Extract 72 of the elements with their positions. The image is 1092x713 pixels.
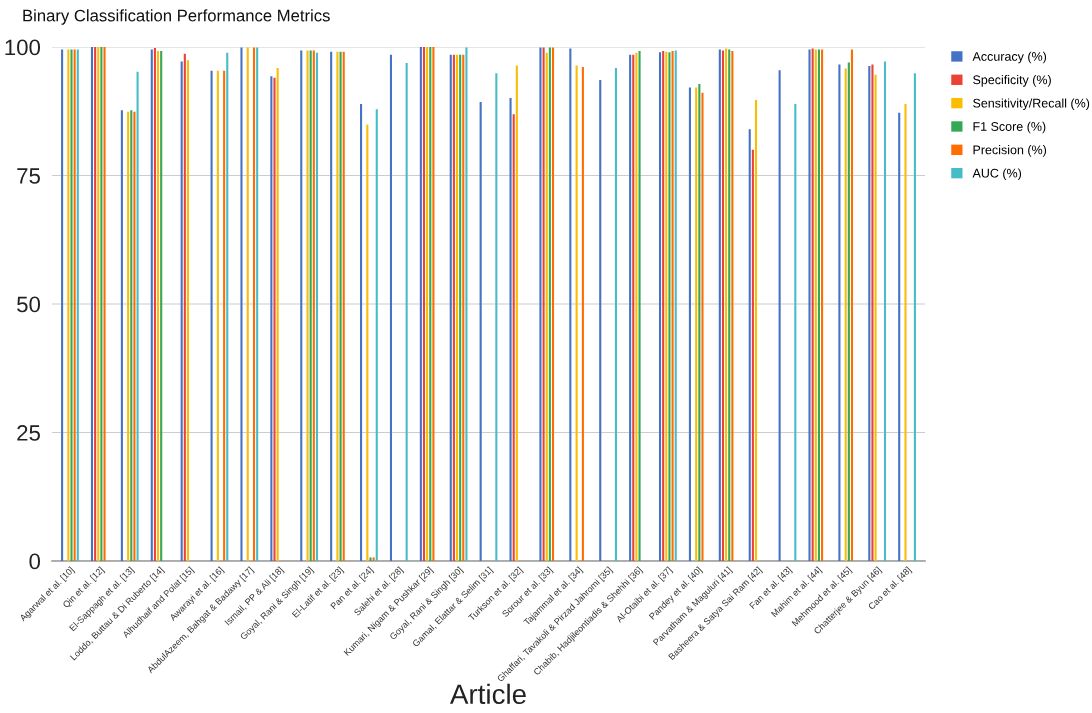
bar xyxy=(844,68,847,561)
bar xyxy=(701,92,704,561)
bar xyxy=(300,50,303,561)
bar xyxy=(751,149,754,561)
bar xyxy=(223,70,226,561)
bar xyxy=(180,61,183,561)
legend-label: Sensitivity/Recall (%) xyxy=(973,98,1090,111)
bar xyxy=(874,74,877,561)
bar xyxy=(599,79,602,561)
bar xyxy=(688,87,691,561)
bar xyxy=(422,47,426,561)
x-axis-title: Article xyxy=(449,683,526,705)
bar xyxy=(330,51,333,561)
bar xyxy=(120,110,123,561)
bar xyxy=(360,104,363,561)
bar xyxy=(913,73,916,561)
bar xyxy=(226,52,229,561)
bar xyxy=(545,52,548,561)
bar xyxy=(581,67,584,561)
bar xyxy=(794,104,797,561)
bar xyxy=(512,114,515,561)
bar xyxy=(366,124,369,561)
bar xyxy=(904,104,907,561)
bar xyxy=(240,47,243,561)
bar xyxy=(315,52,319,561)
bar xyxy=(375,109,378,561)
bar xyxy=(575,65,578,561)
bar xyxy=(479,102,482,561)
bar xyxy=(551,47,555,561)
bar xyxy=(850,49,854,561)
legend-label: AUC (%) xyxy=(972,168,1022,181)
y-tick-label: 50 xyxy=(17,296,41,313)
bar xyxy=(252,47,256,561)
legend-label: F1 Score (%) xyxy=(973,121,1046,134)
bar xyxy=(658,52,662,561)
bar xyxy=(455,54,459,561)
legend-label: Accuracy (%) xyxy=(972,51,1047,64)
bar xyxy=(569,48,572,561)
bar xyxy=(183,53,186,561)
bar xyxy=(515,65,518,561)
bar xyxy=(90,47,94,561)
bar xyxy=(614,68,617,561)
bar xyxy=(838,64,841,561)
bar xyxy=(419,47,422,561)
bar xyxy=(847,62,850,561)
bar xyxy=(276,68,279,561)
y-tick-label: 0 xyxy=(29,553,41,570)
bar xyxy=(548,47,551,561)
bar xyxy=(186,60,189,561)
y-tick-label: 75 xyxy=(17,168,40,184)
bar xyxy=(495,73,498,561)
bar xyxy=(898,112,901,561)
bar xyxy=(465,47,468,561)
bar xyxy=(61,49,64,561)
legend-label: Precision (%) xyxy=(973,145,1047,157)
chart-title: Binary Classification Performance Metrics xyxy=(23,9,330,25)
bar xyxy=(748,129,751,561)
bar xyxy=(389,54,393,561)
bar xyxy=(778,70,781,561)
y-tick-label: 25 xyxy=(17,425,40,441)
bar xyxy=(883,61,887,561)
bar xyxy=(216,70,219,561)
bar xyxy=(754,99,758,561)
bar xyxy=(405,62,408,561)
bar xyxy=(821,49,824,561)
bar xyxy=(136,71,139,561)
bar xyxy=(246,47,249,561)
bar xyxy=(509,97,512,561)
legend-label: Specificity (%) xyxy=(973,75,1051,87)
bar xyxy=(210,70,213,561)
y-tick-label: 100 xyxy=(5,39,41,56)
bar xyxy=(721,50,725,561)
